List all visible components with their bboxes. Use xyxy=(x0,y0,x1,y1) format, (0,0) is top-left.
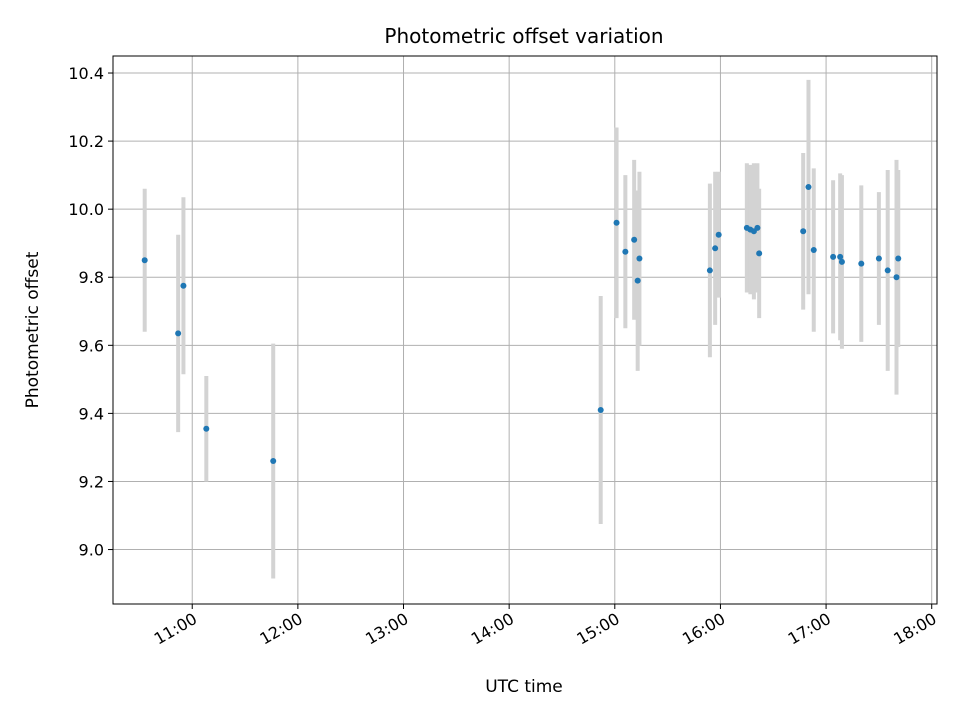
y-tick-label: 9.8 xyxy=(79,268,104,287)
data-point xyxy=(858,260,865,267)
y-axis-title: Photometric offset xyxy=(23,251,43,408)
y-tick-label: 9.0 xyxy=(79,541,104,560)
data-point xyxy=(805,184,812,191)
data-point xyxy=(203,425,210,432)
x-axis-title: UTC time xyxy=(485,677,563,697)
plot-frame xyxy=(112,55,938,605)
data-point xyxy=(636,255,643,262)
y-tick-label: 9.2 xyxy=(79,472,104,491)
data-point xyxy=(895,255,902,262)
data-point xyxy=(622,248,629,255)
chart-title: Photometric offset variation xyxy=(384,24,663,48)
data-point xyxy=(884,267,891,274)
y-tick-label: 10.2 xyxy=(68,132,104,151)
data-point xyxy=(810,247,817,254)
data-point xyxy=(613,219,620,226)
data-point xyxy=(875,255,882,262)
data-point xyxy=(270,458,277,465)
data-point xyxy=(712,245,719,252)
data-points xyxy=(141,184,902,465)
data-point xyxy=(756,250,763,257)
data-point xyxy=(175,330,182,337)
data-point xyxy=(830,253,837,260)
data-point xyxy=(715,231,722,238)
data-point xyxy=(597,406,604,413)
data-point xyxy=(631,236,638,243)
y-tick-label: 10.4 xyxy=(68,64,104,83)
y-tick-label: 9.6 xyxy=(79,336,104,355)
y-tick-label: 9.4 xyxy=(79,404,104,423)
grid xyxy=(113,56,937,604)
data-point xyxy=(893,274,900,281)
data-point xyxy=(800,228,807,235)
data-point xyxy=(706,267,713,274)
data-point xyxy=(634,277,641,284)
data-point xyxy=(838,258,845,265)
data-point xyxy=(141,257,148,264)
data-point xyxy=(180,282,187,289)
data-point xyxy=(837,253,844,260)
y-axis: 9.0 9.2 9.4 9.6 9.8 10.0 10.2 10.4 xyxy=(68,64,113,560)
y-tick-label: 10.0 xyxy=(68,200,104,219)
data-point xyxy=(754,224,761,231)
